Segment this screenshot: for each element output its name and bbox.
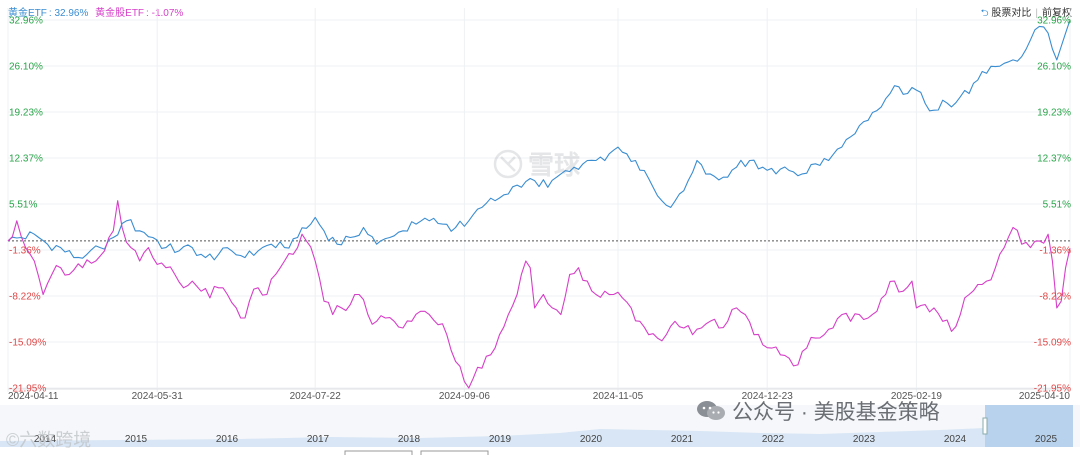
- watermark-right-text: 公众号 · 美股基金策略: [732, 401, 940, 424]
- y-tick-label-left: 32.96%: [9, 16, 43, 27]
- legend-series-2[interactable]: 黄金股ETF: -1.07%: [95, 8, 184, 19]
- y-axis-left: 32.96% 26.10% 19.23% 12.37% 5.51% -1.36% -8.22…: [9, 16, 46, 395]
- navigator-year-label: 2019: [489, 434, 512, 445]
- stock-compare-button[interactable]: ⮌ 股票对比: [981, 8, 1032, 19]
- legend-series-1-name: 黄金ETF: [8, 8, 47, 19]
- navigator-year-label: 2021: [671, 434, 694, 445]
- chart-toolbar: ⮌ 股票对比 | 前复权: [980, 8, 1072, 19]
- xueqiu-logo-icon: [493, 149, 523, 179]
- legend-series-1[interactable]: 黄金ETF: 32.96%: [8, 8, 89, 19]
- y-tick-label-right: -1.36%: [1039, 246, 1071, 257]
- watermark-left: ©六数跨境: [6, 430, 92, 450]
- legend-series-1-value: 32.96%: [54, 8, 89, 19]
- y-tick-label-right: -15.09%: [1034, 338, 1071, 349]
- wechat-icon: [697, 401, 725, 420]
- x-tick-label: 2025-02-19: [891, 391, 943, 402]
- x-tick-label: 2024-11-05: [593, 391, 644, 402]
- adjust-mode-button[interactable]: 前复权: [1042, 8, 1072, 19]
- x-tick-label: 2024-04-11: [8, 391, 59, 402]
- xueqiu-watermark-text: 雪球: [528, 150, 581, 180]
- x-tick-label: 2024-09-06: [439, 391, 491, 402]
- y-tick-label-right: -8.22%: [1039, 291, 1071, 302]
- y-tick-label-left: -1.36%: [9, 246, 41, 257]
- navigator-year-label: 2020: [580, 434, 603, 445]
- y-tick-label-left: 19.23%: [9, 108, 43, 119]
- navigator-area: [0, 428, 985, 447]
- y-tick-label-right: 12.37%: [1037, 153, 1071, 164]
- y-tick-label-right: 19.23%: [1037, 108, 1071, 119]
- navigator-years: 2014 2015 2016 2017 2018 2019 2020 2021 2022 2023…: [34, 434, 1058, 445]
- watermark-right: 公众号 · 美股基金策略: [696, 396, 940, 426]
- navigator-year-label: 2016: [216, 434, 239, 445]
- series-line-1: [7, 19, 1071, 261]
- scrollbar-thumb-2: [420, 450, 489, 455]
- navigator-year-label: 2017: [307, 434, 330, 445]
- y-tick-label-left: -8.22%: [9, 291, 41, 302]
- navigator-handle-left: [982, 417, 988, 435]
- navigator-year-label: 2023: [853, 434, 876, 445]
- y-tick-label-left: 12.37%: [9, 153, 43, 164]
- navigator-year-label: 2018: [398, 434, 421, 445]
- xueqiu-watermark: 雪球: [493, 149, 581, 180]
- x-axis: 2024-04-11 2024-05-31 2024-07-22 2024-09-06…: [8, 391, 1070, 402]
- legend-series-2-value: -1.07%: [151, 8, 184, 19]
- back-arrow-icon: ⮌: [980, 8, 989, 19]
- y-axis-right: 32.96% 26.10% 19.23% 12.37% 5.51% -1.36% -8.22…: [1034, 16, 1071, 395]
- navigator-year-label: 2015: [125, 434, 148, 445]
- y-tick-label-left: 26.10%: [9, 61, 43, 72]
- navigator-year-label: 2025: [1035, 434, 1058, 445]
- legend-series-2-name: 黄金股ETF: [95, 8, 145, 19]
- range-navigator: 2014 2015 2016 2017 2018 2019 2020 2021 2022 2023…: [0, 405, 1080, 447]
- navigator-year-label: 2022: [762, 434, 785, 445]
- chart-legend: 黄金ETF: 32.96% 黄金股ETF: -1.07%: [8, 4, 187, 19]
- y-tick-label-left: -15.09%: [9, 338, 46, 349]
- stock-compare-label: 股票对比: [991, 8, 1032, 19]
- y-tick-label-right: 5.51%: [1043, 199, 1071, 210]
- y-tick-label-right: 26.10%: [1037, 61, 1071, 72]
- x-tick-label: 2024-12-23: [742, 391, 794, 402]
- navigator-selected-range: [985, 405, 1073, 447]
- y-tick-label-right: -21.95%: [1034, 384, 1071, 395]
- x-tick-label: 2025-04-10: [1019, 391, 1071, 402]
- x-tick-label: 2024-07-22: [290, 391, 342, 402]
- series-group: [7, 19, 1071, 389]
- y-tick-label-right: 32.96%: [1037, 16, 1071, 27]
- scrollbar-thumb-1: [344, 450, 413, 455]
- navigator-year-label: 2024: [944, 434, 967, 445]
- y-tick-label-left: -21.95%: [9, 384, 46, 395]
- x-tick-label: 2024-05-31: [132, 391, 184, 402]
- series-line-2: [7, 200, 1071, 389]
- navigator-year-label: 2014: [34, 434, 57, 445]
- chart-grid: [7, 8, 1071, 392]
- y-tick-label-left: 5.51%: [9, 199, 37, 210]
